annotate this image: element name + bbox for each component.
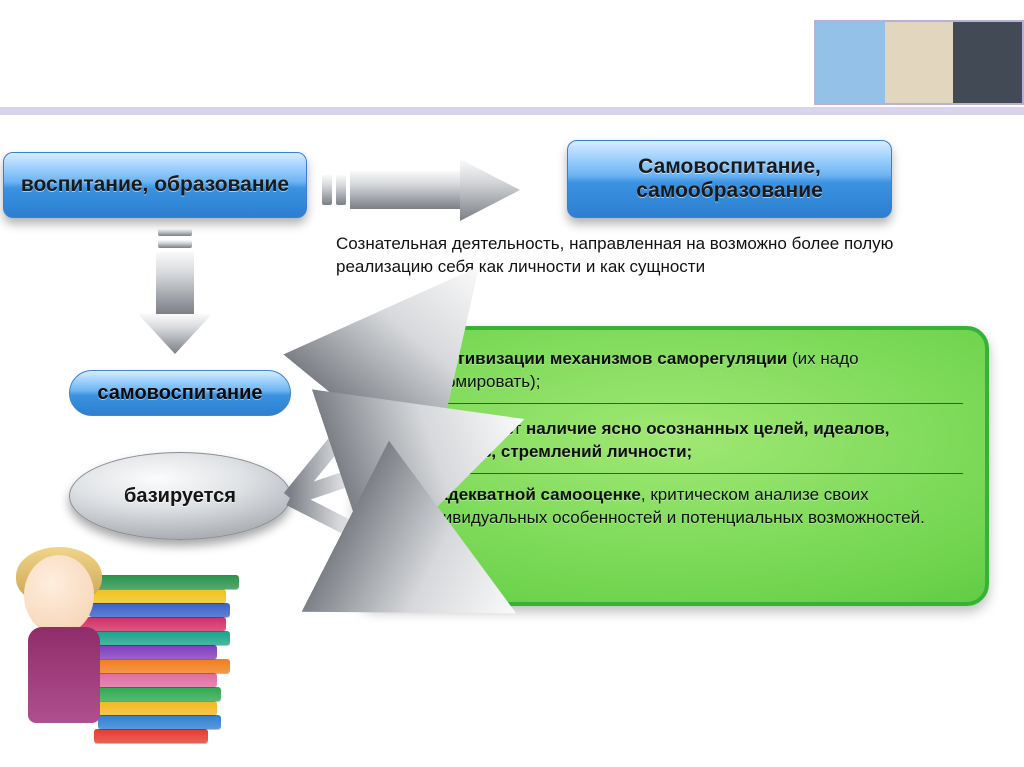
panel-item-2: предполагает наличие ясно осознанных цел…: [414, 418, 963, 464]
bullet-icon: [376, 548, 392, 564]
pill-self-upbringing: самовоспитание: [69, 370, 291, 416]
box-self-education-line1: Самовоспитание,: [638, 155, 821, 179]
child-illustration: [6, 545, 116, 735]
panel-item-1-bold: на активизации механизмов саморегуляции: [414, 349, 787, 368]
box-education: воспитание, образование: [3, 152, 307, 218]
box-self-education-line2: самообразование: [636, 179, 823, 203]
banner-photo-3: [953, 22, 1022, 103]
arrow-down-icon: [130, 228, 220, 358]
box-self-education: Самовоспитание, самообразование: [567, 140, 892, 218]
panel-item-2-prefix: предполагает: [414, 419, 526, 438]
banner-underline: [0, 107, 1024, 115]
panel-separator: [370, 403, 963, 404]
panel-basis-list: на активизации механизмов саморегуляции …: [354, 326, 989, 606]
panel-separator: [370, 473, 963, 474]
child-body: [28, 627, 100, 723]
banner-photostrip: [814, 20, 1024, 105]
arrow-right-icon: [322, 153, 522, 228]
definition-text: Сознательная деятельность, направленная …: [336, 233, 976, 279]
banner-photo-2: [885, 22, 954, 103]
child-head: [24, 555, 94, 635]
panel-item-1: на активизации механизмов саморегуляции …: [414, 348, 963, 394]
panel-item-3-bold: на адекватной самооценке: [414, 485, 641, 504]
bullet-icon: [376, 370, 392, 386]
banner-photo-1: [816, 22, 885, 103]
ellipse-based-on-label: базируется: [124, 485, 236, 508]
ellipse-based-on: базируется: [69, 452, 291, 540]
panel-item-3: на адекватной самооценке, критическом ан…: [414, 484, 963, 530]
bullet-icon: [376, 458, 392, 474]
pill-self-upbringing-label: самовоспитание: [97, 382, 262, 405]
box-education-label: воспитание, образование: [21, 173, 289, 197]
